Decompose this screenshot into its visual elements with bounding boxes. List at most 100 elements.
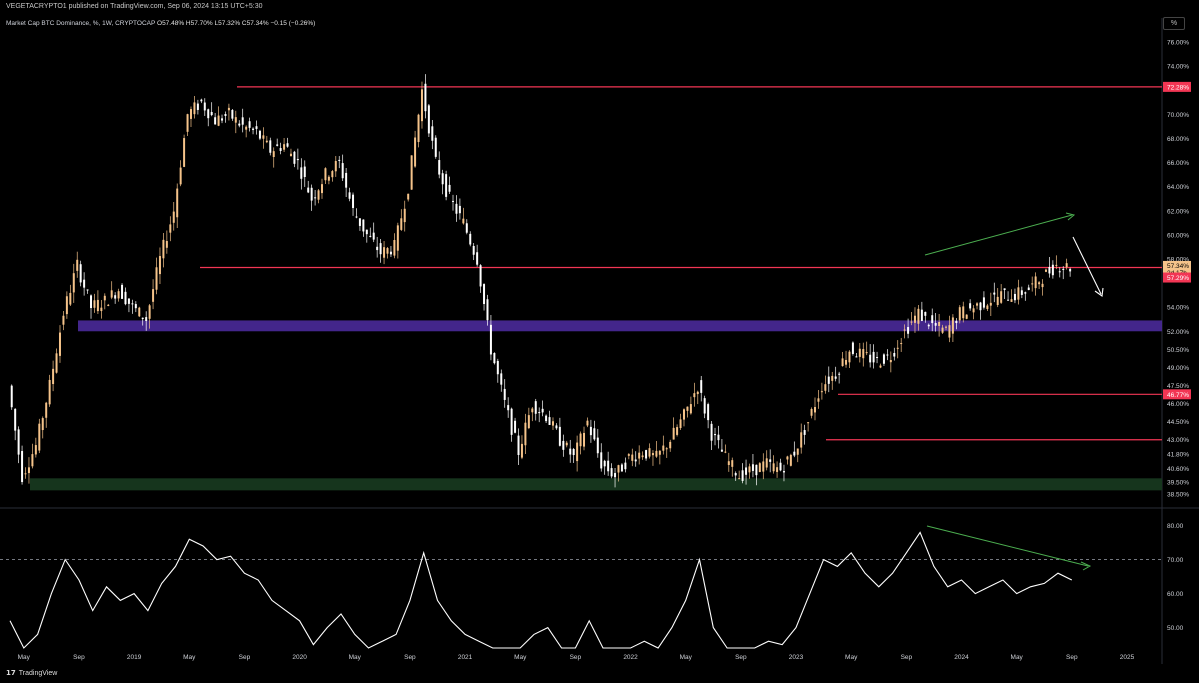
candle-body bbox=[296, 159, 299, 161]
candle-body bbox=[231, 109, 234, 119]
candle-body bbox=[876, 357, 879, 359]
candle-body bbox=[396, 225, 399, 251]
candle-body bbox=[569, 448, 572, 455]
candle-body bbox=[720, 449, 723, 452]
candle-body bbox=[434, 137, 437, 157]
candle-body bbox=[462, 218, 465, 224]
level-price-label bbox=[1163, 389, 1191, 400]
candle-body bbox=[500, 373, 503, 385]
candle-body bbox=[676, 427, 679, 435]
candle-body bbox=[445, 174, 448, 197]
level-price-text: 72.28% bbox=[1167, 84, 1189, 91]
candle-body bbox=[234, 117, 237, 123]
candle-body bbox=[945, 326, 948, 328]
price-tick-label: 50.50% bbox=[1167, 347, 1189, 354]
candle-body bbox=[400, 218, 403, 230]
price-tick-label: 60.00% bbox=[1167, 232, 1189, 239]
oscillator-tick-label: 70.00 bbox=[1167, 557, 1184, 564]
candle-body bbox=[1027, 287, 1030, 291]
candle-body bbox=[489, 324, 492, 355]
candle-body bbox=[83, 279, 86, 288]
candle-body bbox=[286, 143, 289, 147]
candle-body bbox=[41, 418, 44, 431]
candle-body bbox=[321, 184, 324, 194]
price-tick-label: 68.00% bbox=[1167, 136, 1189, 143]
candle-body bbox=[976, 303, 979, 306]
candle-body bbox=[769, 459, 772, 462]
candle-body bbox=[383, 247, 386, 258]
candle-body bbox=[645, 450, 648, 459]
candle-body bbox=[907, 327, 910, 334]
candle-body bbox=[283, 144, 286, 150]
candle-body bbox=[817, 398, 820, 402]
time-tick-label: May bbox=[514, 654, 527, 661]
time-tick-label: May bbox=[1011, 654, 1024, 661]
candle-body bbox=[386, 248, 389, 254]
candle-body bbox=[307, 187, 310, 193]
candle-body bbox=[31, 454, 34, 467]
candle-body bbox=[555, 425, 558, 429]
candle-body bbox=[848, 351, 851, 363]
candle-body bbox=[579, 433, 582, 447]
candle-body bbox=[134, 304, 137, 309]
candle-body bbox=[662, 445, 665, 451]
candle-body bbox=[245, 126, 248, 130]
candle-body bbox=[827, 376, 830, 384]
candle-body bbox=[682, 409, 685, 420]
candle-body bbox=[800, 432, 803, 448]
candle-body bbox=[934, 323, 937, 326]
candle-body bbox=[34, 445, 37, 455]
candle-body bbox=[631, 454, 634, 461]
candle-body bbox=[576, 442, 579, 462]
candle-body bbox=[765, 458, 768, 468]
candle-body bbox=[355, 216, 358, 218]
candle-body bbox=[100, 307, 103, 312]
price-tick-label: 52.00% bbox=[1167, 329, 1189, 336]
candle-body bbox=[727, 461, 730, 465]
candle-body bbox=[448, 184, 451, 192]
candle-body bbox=[593, 428, 596, 440]
candle-body bbox=[189, 109, 192, 119]
candle-body bbox=[310, 187, 313, 201]
candle-body bbox=[200, 99, 203, 102]
tradingview-logo[interactable]: 17 TradingView bbox=[6, 669, 57, 677]
candle-body bbox=[303, 166, 306, 178]
candle-body bbox=[417, 114, 420, 143]
candle-body bbox=[72, 273, 75, 293]
candle-body bbox=[714, 434, 717, 436]
candle-body bbox=[479, 265, 482, 287]
time-tick-label: 2024 bbox=[954, 654, 969, 661]
candle-body bbox=[121, 284, 124, 299]
trend-annotations bbox=[924, 212, 1104, 571]
candle-body bbox=[669, 441, 672, 449]
candle-body bbox=[79, 264, 82, 283]
candle-body bbox=[1041, 283, 1044, 288]
percent-scale-button[interactable]: % bbox=[1163, 17, 1185, 30]
candle-body bbox=[1003, 288, 1006, 290]
candle-body bbox=[948, 325, 951, 338]
candle-body bbox=[317, 190, 320, 200]
candle-body bbox=[838, 373, 841, 375]
candle-body bbox=[27, 467, 30, 474]
symbol-title[interactable]: Market Cap BTC Dominance, %, 1W, CRYPTOC… bbox=[6, 20, 156, 27]
candle-body bbox=[1048, 267, 1051, 274]
candle-body bbox=[969, 303, 972, 309]
candle-body bbox=[403, 208, 406, 223]
candle-body bbox=[431, 126, 434, 141]
candle-body bbox=[869, 354, 872, 363]
candle-body bbox=[762, 461, 765, 472]
candle-body bbox=[872, 351, 875, 363]
candle-body bbox=[86, 289, 89, 291]
candle-body bbox=[627, 454, 630, 456]
time-tick-label: Sep bbox=[73, 654, 85, 661]
oscillator-tick-label: 50.00 bbox=[1167, 625, 1184, 632]
candle-body bbox=[862, 349, 865, 359]
candle-body bbox=[1007, 299, 1010, 301]
candle-body bbox=[45, 402, 48, 418]
candle-body bbox=[776, 467, 779, 472]
price-tick-label: 62.00% bbox=[1167, 208, 1189, 215]
price-chart[interactable]: 76.00% 74.00% 72.28% 70.00% 68.00% 66.00% 64.0… bbox=[0, 0, 1199, 664]
candle-body bbox=[734, 473, 737, 476]
candle-body bbox=[793, 451, 796, 456]
time-tick-label: 2020 bbox=[292, 654, 307, 661]
